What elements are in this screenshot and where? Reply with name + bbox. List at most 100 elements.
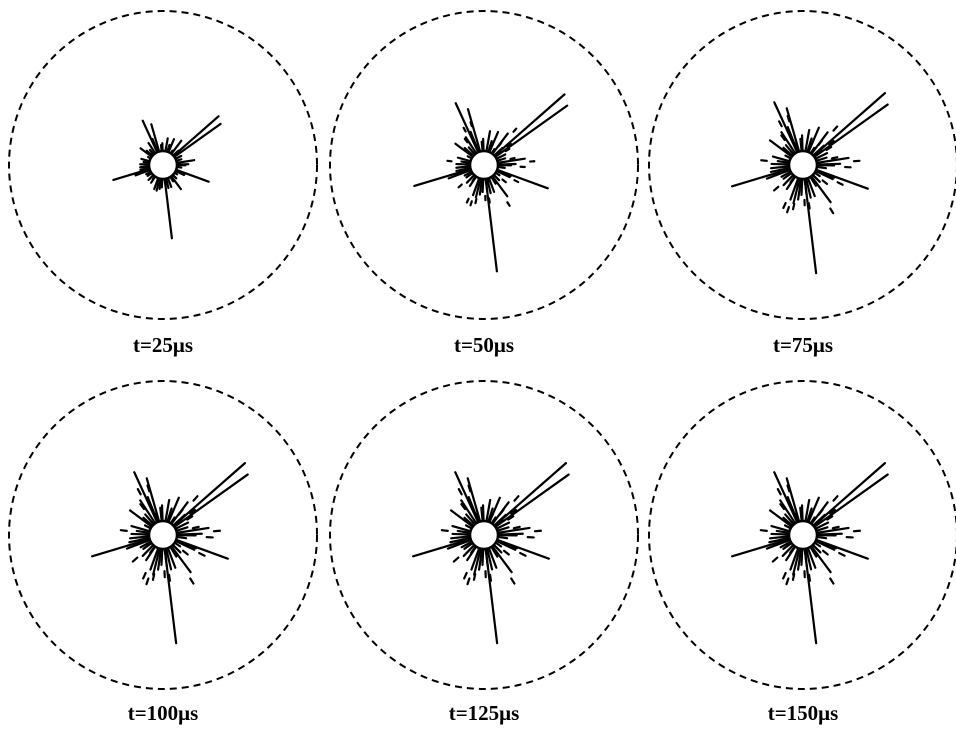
- crack: [497, 540, 549, 559]
- crack: [190, 578, 193, 583]
- crack: [504, 551, 509, 555]
- crack: [772, 164, 789, 165]
- crack: [467, 199, 469, 203]
- crack: [802, 135, 803, 151]
- crack: [823, 551, 828, 555]
- crack: [498, 534, 523, 535]
- panel: t=125μs: [330, 381, 638, 725]
- crack: [193, 527, 199, 528]
- crack: [761, 160, 766, 161]
- crack: [772, 534, 789, 535]
- crack: [823, 180, 827, 183]
- crack: [816, 540, 868, 559]
- crack: [174, 116, 219, 155]
- crack: [817, 167, 826, 168]
- panel: t=25μs: [9, 11, 317, 357]
- crack: [143, 573, 145, 578]
- crack: [814, 463, 885, 526]
- crack: [817, 537, 826, 538]
- crack: [811, 546, 830, 572]
- crack: [454, 558, 459, 562]
- crack: [778, 489, 781, 494]
- crack: [495, 475, 568, 527]
- crack: [442, 530, 448, 531]
- crack: [816, 170, 868, 189]
- figure: t=25μs t=50μs t=75μs t=100μs t=125μs t=150μs: [0, 0, 956, 732]
- panel-label: t=125μs: [449, 701, 520, 725]
- crack: [176, 540, 228, 559]
- crack: [814, 105, 887, 157]
- panel-label: t=25μs: [133, 333, 193, 357]
- panel: t=50μs: [330, 11, 638, 357]
- crack: [113, 169, 149, 180]
- crack: [839, 553, 844, 556]
- crack: [470, 201, 471, 205]
- crack: [464, 573, 466, 578]
- crack: [817, 534, 842, 535]
- crack: [140, 166, 149, 167]
- hole: [149, 151, 177, 179]
- crack: [483, 505, 484, 521]
- crack: [174, 463, 245, 526]
- crack: [475, 199, 476, 203]
- crack: [464, 128, 466, 132]
- crack: [779, 121, 782, 126]
- hole: [149, 521, 177, 549]
- crack: [793, 204, 794, 209]
- crack: [786, 578, 788, 584]
- panel-label: t=50μs: [454, 333, 514, 357]
- crack: [783, 203, 785, 208]
- hole: [789, 521, 817, 549]
- crack: [802, 505, 803, 521]
- crack: [171, 546, 190, 572]
- crack: [761, 530, 767, 531]
- crack: [498, 164, 516, 165]
- crack: [121, 530, 127, 531]
- crack: [459, 489, 462, 494]
- crack: [162, 505, 163, 521]
- crack: [833, 496, 837, 500]
- crack: [774, 187, 778, 191]
- crack: [177, 537, 186, 538]
- crack: [830, 208, 833, 213]
- crack: [507, 202, 509, 206]
- crack: [495, 463, 566, 526]
- panel: t=150μs: [649, 381, 956, 725]
- crack: [514, 180, 518, 182]
- crack: [458, 158, 471, 162]
- crack: [467, 578, 469, 584]
- crack: [514, 496, 518, 500]
- hole: [470, 151, 498, 179]
- crack: [495, 94, 565, 155]
- crack: [832, 157, 837, 158]
- crack: [132, 534, 149, 535]
- panel: t=75μs: [649, 11, 956, 357]
- crack: [511, 578, 514, 583]
- crack: [414, 169, 470, 186]
- crack: [833, 527, 839, 528]
- crack: [456, 103, 478, 152]
- crack: [498, 537, 507, 538]
- panel: t=100μs: [9, 381, 317, 725]
- crack: [492, 546, 511, 572]
- panel-label: t=75μs: [773, 333, 833, 357]
- crack: [174, 475, 247, 527]
- crack: [138, 489, 141, 494]
- crack: [513, 129, 516, 132]
- crack: [183, 551, 188, 555]
- crack: [492, 176, 507, 196]
- crack: [146, 578, 148, 584]
- panel-label: t=150μs: [768, 701, 839, 725]
- crack: [811, 176, 830, 202]
- crack: [141, 159, 149, 161]
- crack: [495, 106, 567, 157]
- crack: [830, 578, 833, 583]
- crack: [497, 170, 548, 188]
- crack: [503, 180, 506, 183]
- crack: [520, 553, 525, 556]
- crack: [453, 534, 470, 535]
- panel-label: t=100μs: [128, 701, 199, 725]
- crack: [456, 166, 470, 167]
- crack: [814, 93, 885, 156]
- crack: [814, 475, 887, 527]
